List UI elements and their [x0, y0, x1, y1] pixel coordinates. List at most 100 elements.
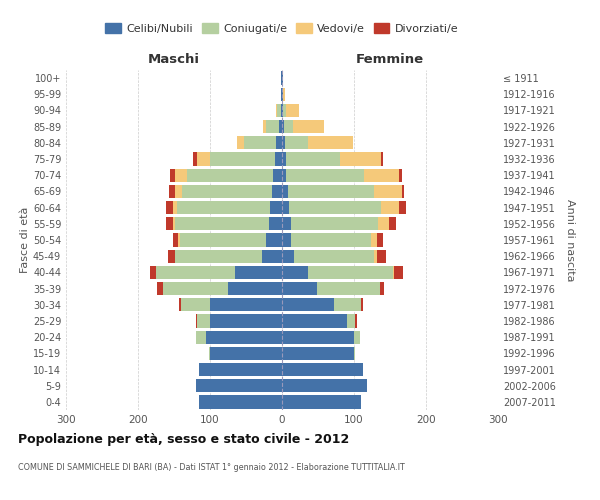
Bar	[282, 314, 347, 328]
Bar	[282, 201, 289, 214]
Bar	[282, 266, 308, 279]
Bar	[182, 185, 272, 198]
Bar	[377, 234, 383, 246]
Bar	[210, 152, 275, 166]
Bar	[282, 168, 286, 182]
Bar	[398, 168, 401, 182]
Bar	[210, 346, 282, 360]
Bar	[262, 250, 282, 263]
Bar	[389, 217, 396, 230]
Bar	[199, 396, 282, 408]
Bar	[175, 217, 269, 230]
Bar	[364, 168, 398, 182]
Bar	[282, 250, 293, 263]
Bar	[355, 314, 357, 328]
Bar	[284, 120, 293, 134]
Bar	[282, 298, 334, 312]
Bar	[282, 396, 361, 408]
Bar	[398, 201, 406, 214]
Bar	[293, 250, 374, 263]
Bar	[281, 72, 282, 85]
Bar	[282, 217, 290, 230]
Bar	[282, 72, 283, 85]
Bar	[181, 298, 210, 312]
Bar	[293, 120, 325, 134]
Bar	[157, 282, 163, 295]
Bar	[374, 250, 377, 263]
Bar	[317, 282, 380, 295]
Bar	[276, 104, 277, 117]
Bar	[282, 120, 284, 134]
Bar	[228, 282, 282, 295]
Bar	[196, 330, 206, 344]
Bar	[196, 314, 197, 328]
Legend: Celibi/Nubili, Coniugati/e, Vedovi/e, Divorziati/e: Celibi/Nubili, Coniugati/e, Vedovi/e, Di…	[102, 20, 462, 37]
Bar	[197, 314, 210, 328]
Bar	[276, 136, 282, 149]
Bar	[382, 152, 383, 166]
Bar	[196, 379, 282, 392]
Text: Popolazione per età, sesso e stato civile - 2012: Popolazione per età, sesso e stato civil…	[18, 432, 349, 446]
Bar	[179, 298, 181, 312]
Bar	[170, 168, 175, 182]
Bar	[269, 217, 282, 230]
Bar	[374, 185, 401, 198]
Bar	[206, 330, 282, 344]
Bar	[197, 152, 210, 166]
Bar	[166, 201, 173, 214]
Bar	[334, 298, 361, 312]
Bar	[347, 314, 355, 328]
Bar	[361, 298, 364, 312]
Bar	[282, 234, 290, 246]
Bar	[379, 217, 389, 230]
Text: Maschi: Maschi	[148, 53, 200, 66]
Bar	[173, 201, 177, 214]
Bar	[282, 152, 286, 166]
Bar	[282, 185, 288, 198]
Bar	[371, 234, 377, 246]
Bar	[283, 88, 285, 101]
Bar	[236, 136, 244, 149]
Bar	[178, 234, 180, 246]
Bar	[286, 152, 340, 166]
Bar	[283, 104, 286, 117]
Bar	[282, 379, 367, 392]
Bar	[308, 266, 393, 279]
Bar	[150, 266, 156, 279]
Bar	[401, 185, 404, 198]
Bar	[290, 217, 379, 230]
Bar	[279, 120, 282, 134]
Bar	[308, 136, 353, 149]
Y-axis label: Fasce di età: Fasce di età	[20, 207, 30, 273]
Bar	[393, 266, 394, 279]
Bar	[173, 217, 175, 230]
Text: COMUNE DI SAMMICHELE DI BARI (BA) - Dati ISTAT 1° gennaio 2012 - Elaborazione TU: COMUNE DI SAMMICHELE DI BARI (BA) - Dati…	[18, 462, 405, 471]
Bar	[282, 363, 362, 376]
Bar	[282, 330, 354, 344]
Bar	[156, 266, 235, 279]
Bar	[290, 234, 371, 246]
Bar	[394, 266, 403, 279]
Bar	[244, 136, 276, 149]
Bar	[175, 250, 262, 263]
Bar	[288, 185, 374, 198]
Bar	[263, 120, 266, 134]
Bar	[340, 152, 382, 166]
Bar	[175, 185, 182, 198]
Bar	[272, 185, 282, 198]
Bar	[209, 346, 210, 360]
Bar	[235, 266, 282, 279]
Bar	[289, 201, 382, 214]
Bar	[275, 152, 282, 166]
Text: Femmine: Femmine	[356, 53, 424, 66]
Bar	[377, 250, 386, 263]
Bar	[282, 282, 317, 295]
Bar	[193, 152, 197, 166]
Bar	[382, 201, 398, 214]
Bar	[277, 104, 281, 117]
Bar	[380, 282, 384, 295]
Bar	[173, 234, 178, 246]
Bar	[180, 234, 266, 246]
Bar	[175, 168, 187, 182]
Bar	[163, 282, 228, 295]
